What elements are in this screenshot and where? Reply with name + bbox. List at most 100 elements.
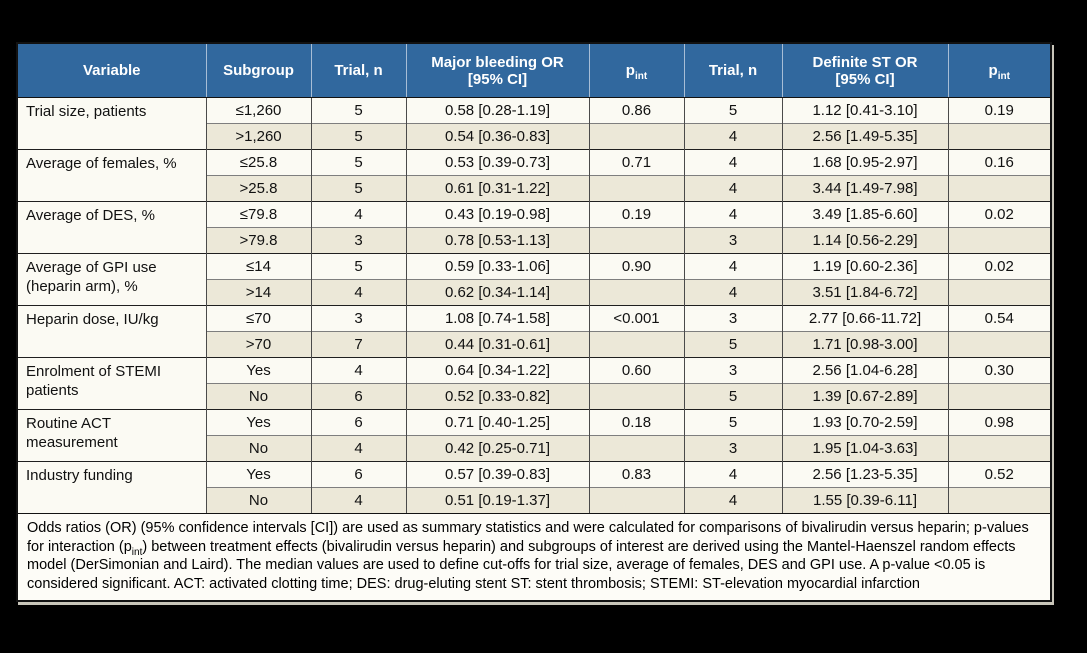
cell-p-int-st — [947, 227, 1050, 254]
cell-bleeding-or: 0.43 [0.19-0.98] — [405, 201, 589, 228]
cell-p-int-st — [947, 123, 1050, 150]
cell-trial-n-bleeding: 4 — [310, 487, 406, 513]
cell-p-int-st: 0.52 — [947, 461, 1050, 488]
cell-st-or: 2.56 [1.04-6.28] — [781, 357, 948, 384]
cell-subgroup: Yes — [205, 461, 311, 488]
cell-p-int-st: 0.16 — [947, 149, 1050, 176]
table-row: >1,260 5 0.54 [0.36-0.83] 4 2.56 [1.49-5… — [18, 123, 1050, 150]
table-row: Enrolment of STEMI patients Yes 4 0.64 [… — [18, 357, 1050, 410]
cell-p-int-bleeding: 0.19 — [588, 201, 684, 228]
table-row: Trial size, patients ≤1,260 5 0.58 [0.28… — [18, 97, 1050, 150]
cell-trial-n-bleeding: 6 — [310, 409, 406, 436]
cell-subgroup: ≤70 — [205, 305, 311, 332]
cell-st-or: 1.71 [0.98-3.00] — [781, 331, 948, 358]
cell-p-int-bleeding — [588, 487, 684, 513]
cell-bleeding-or: 0.53 [0.39-0.73] — [405, 149, 589, 176]
cell-trial-n-bleeding: 3 — [310, 305, 406, 332]
cell-p-int-st: 0.30 — [947, 357, 1050, 384]
cell-st-or: 1.14 [0.56-2.29] — [781, 227, 948, 254]
cell-trial-n-st: 3 — [683, 435, 782, 462]
cell-trial-n-bleeding: 4 — [310, 435, 406, 462]
cell-p-int-bleeding: 0.86 — [588, 97, 684, 124]
table-row: Industry funding Yes 6 0.57 [0.39-0.83] … — [18, 461, 1050, 513]
cell-st-or: 1.55 [0.39-6.11] — [781, 487, 948, 513]
table-row: Average of DES, % ≤79.8 4 0.43 [0.19-0.9… — [18, 201, 1050, 254]
cell-p-int-bleeding: 0.60 — [588, 357, 684, 384]
cell-bleeding-or: 0.42 [0.25-0.71] — [405, 435, 589, 462]
cell-trial-n-st: 3 — [683, 305, 782, 332]
cell-st-or: 3.51 [1.84-6.72] — [781, 279, 948, 306]
cell-trial-n-bleeding: 6 — [310, 461, 406, 488]
table-row: No 4 0.51 [0.19-1.37] 4 1.55 [0.39-6.11] — [18, 487, 1050, 513]
cell-trial-n-bleeding: 5 — [310, 253, 406, 280]
cell-trial-n-bleeding: 4 — [310, 357, 406, 384]
cell-trial-n-st: 3 — [683, 227, 782, 254]
cell-bleeding-or: 0.61 [0.31-1.22] — [405, 175, 589, 202]
cell-bleeding-or: 0.71 [0.40-1.25] — [405, 409, 589, 436]
cell-st-or: 1.68 [0.95-2.97] — [781, 149, 948, 176]
cell-trial-n-st: 4 — [683, 123, 782, 150]
cell-subgroup: ≤25.8 — [205, 149, 311, 176]
header-variable: Variable — [18, 44, 207, 98]
cell-p-int-st: 0.98 — [947, 409, 1050, 436]
cell-subgroup: Yes — [205, 409, 311, 436]
cell-subgroup: >70 — [205, 331, 311, 358]
cell-p-int-bleeding — [588, 435, 684, 462]
cell-variable: Average of females, % — [18, 149, 206, 202]
cell-subgroup: Yes — [205, 357, 311, 384]
cell-trial-n-bleeding: 5 — [310, 123, 406, 150]
cell-trial-n-st: 4 — [683, 175, 782, 202]
cell-p-int-bleeding: <0.001 — [588, 305, 684, 332]
cell-st-or: 2.77 [0.66-11.72] — [781, 305, 948, 332]
cell-subgroup: >14 — [205, 279, 311, 306]
cell-st-or: 1.12 [0.41-3.10] — [781, 97, 948, 124]
cell-subgroup: >1,260 — [205, 123, 311, 150]
cell-bleeding-or: 0.52 [0.33-0.82] — [405, 383, 589, 410]
header-p-int-st: pint — [948, 44, 1050, 98]
footnote-text-part1: Odds ratios (OR) (95% confidence interva… — [27, 520, 1029, 555]
table-row: >14 4 0.62 [0.34-1.14] 4 3.51 [1.84-6.72… — [18, 279, 1050, 306]
cell-p-int-st — [947, 175, 1050, 202]
cell-st-or: 1.95 [1.04-3.63] — [781, 435, 948, 462]
cell-trial-n-bleeding: 6 — [310, 383, 406, 410]
table-row: Heparin dose, IU/kg ≤70 3 1.08 [0.74-1.5… — [18, 305, 1050, 358]
cell-trial-n-bleeding: 5 — [310, 175, 406, 202]
cell-trial-n-st: 4 — [683, 461, 782, 488]
cell-subgroup: ≤79.8 — [205, 201, 311, 228]
cell-bleeding-or: 0.64 [0.34-1.22] — [405, 357, 589, 384]
cell-st-or: 1.93 [0.70-2.59] — [781, 409, 948, 436]
cell-subgroup: ≤1,260 — [205, 97, 311, 124]
table-row: Average of females, % ≤25.8 5 0.53 [0.39… — [18, 149, 1050, 202]
header-trial-n-bleeding: Trial, n — [311, 44, 407, 98]
cell-bleeding-or: 0.51 [0.19-1.37] — [405, 487, 589, 513]
table-footnote: Odds ratios (OR) (95% confidence interva… — [18, 513, 1050, 600]
cell-p-int-bleeding — [588, 175, 684, 202]
cell-p-int-st: 0.02 — [947, 253, 1050, 280]
cell-p-int-bleeding — [588, 279, 684, 306]
subgroup-analysis-table: Variable Subgroup Trial, n Major bleedin… — [18, 44, 1050, 513]
footnote-p-int-subscript: int — [131, 546, 143, 558]
cell-p-int-st: 0.19 — [947, 97, 1050, 124]
cell-p-int-bleeding — [588, 383, 684, 410]
p-label: p — [625, 62, 635, 79]
cell-bleeding-or: 0.57 [0.39-0.83] — [405, 461, 589, 488]
header-definite-st-or-line2: [95% CI] — [835, 70, 895, 88]
cell-p-int-st — [947, 435, 1050, 462]
cell-trial-n-st: 4 — [683, 253, 782, 280]
cell-p-int-bleeding: 0.18 — [588, 409, 684, 436]
cell-variable: Heparin dose, IU/kg — [18, 305, 206, 358]
cell-p-int-bleeding — [588, 331, 684, 358]
cell-p-int-bleeding: 0.83 — [588, 461, 684, 488]
cell-subgroup: No — [205, 487, 311, 513]
header-major-bleeding-or-line1: Major bleeding OR — [431, 53, 564, 71]
cell-p-int-bleeding: 0.71 — [588, 149, 684, 176]
header-p-int-bleeding: pint — [589, 44, 685, 98]
cell-trial-n-bleeding: 5 — [310, 149, 406, 176]
cell-variable: Trial size, patients — [18, 97, 206, 150]
cell-p-int-st — [947, 331, 1050, 358]
cell-bleeding-or: 0.44 [0.31-0.61] — [405, 331, 589, 358]
p-label: p — [988, 62, 998, 79]
cell-st-or: 1.19 [0.60-2.36] — [781, 253, 948, 280]
cell-bleeding-or: 0.78 [0.53-1.13] — [405, 227, 589, 254]
cell-trial-n-st: 4 — [683, 279, 782, 306]
